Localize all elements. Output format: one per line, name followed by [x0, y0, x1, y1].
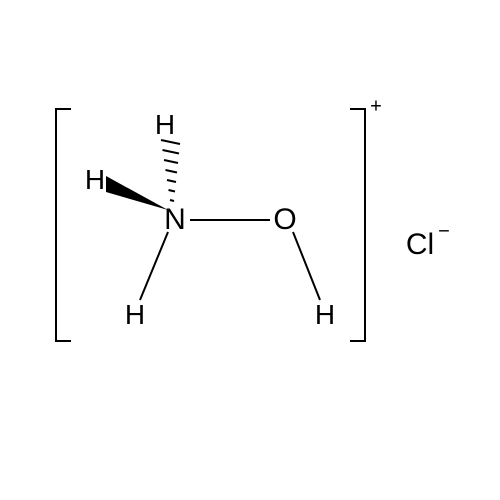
bond-o-h-bottom — [293, 232, 320, 300]
bond-n-h-bottom — [140, 232, 168, 300]
charge-plus: + — [370, 96, 382, 119]
atom-h-bottom-n: H — [125, 301, 145, 329]
atom-h-left: H — [85, 166, 105, 194]
bond-wedge-hashed — [161, 140, 180, 201]
atom-cl: Cl — [406, 230, 434, 260]
charge-minus: − — [438, 221, 450, 244]
bond-wedge-solid — [106, 176, 168, 210]
atom-h-bottom-o: H — [315, 301, 335, 329]
bracket-right — [350, 108, 366, 342]
atom-o: O — [273, 205, 296, 235]
bracket-left — [55, 108, 71, 342]
atom-n: N — [164, 205, 186, 235]
chemical-structure-diagram: N O H H H H Cl + − — [0, 0, 500, 500]
atom-h-top: H — [155, 111, 175, 139]
